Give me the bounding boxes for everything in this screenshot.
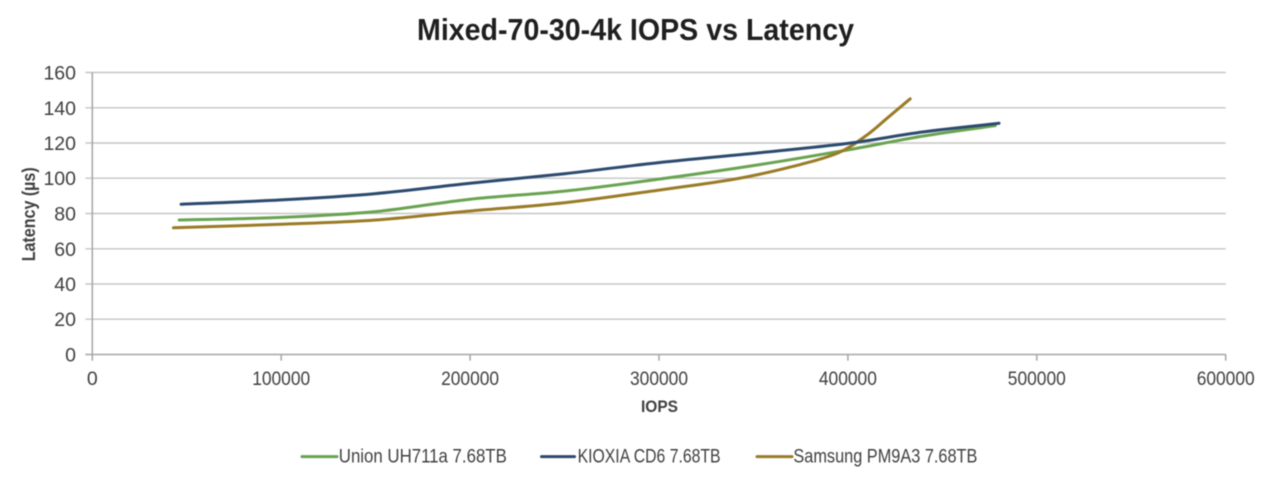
svg-text:Latency (µs): Latency (µs) xyxy=(18,167,39,261)
svg-text:KIOXIA CD6 7.68TB: KIOXIA CD6 7.68TB xyxy=(578,446,721,467)
svg-text:0: 0 xyxy=(65,345,76,367)
svg-text:Mixed-70-30-4k IOPS vs Latency: Mixed-70-30-4k IOPS vs Latency xyxy=(417,12,855,47)
svg-text:40: 40 xyxy=(54,274,76,296)
svg-text:80: 80 xyxy=(54,204,76,226)
svg-text:20: 20 xyxy=(54,309,76,331)
svg-text:300000: 300000 xyxy=(630,368,688,390)
svg-text:200000: 200000 xyxy=(441,368,499,390)
svg-text:120: 120 xyxy=(43,133,76,155)
svg-text:600000: 600000 xyxy=(1197,368,1255,390)
svg-text:0: 0 xyxy=(87,368,98,390)
svg-text:Samsung PM9A3 7.68TB: Samsung PM9A3 7.68TB xyxy=(793,446,977,467)
svg-text:100: 100 xyxy=(43,168,76,190)
svg-text:140: 140 xyxy=(43,98,76,120)
svg-text:160: 160 xyxy=(43,63,76,85)
svg-text:500000: 500000 xyxy=(1008,368,1066,390)
svg-text:100000: 100000 xyxy=(252,368,310,390)
svg-text:IOPS: IOPS xyxy=(641,397,678,416)
svg-text:Union UH711a 7.68TB: Union UH711a 7.68TB xyxy=(339,446,507,467)
svg-text:400000: 400000 xyxy=(819,368,877,390)
svg-text:60: 60 xyxy=(54,239,76,261)
